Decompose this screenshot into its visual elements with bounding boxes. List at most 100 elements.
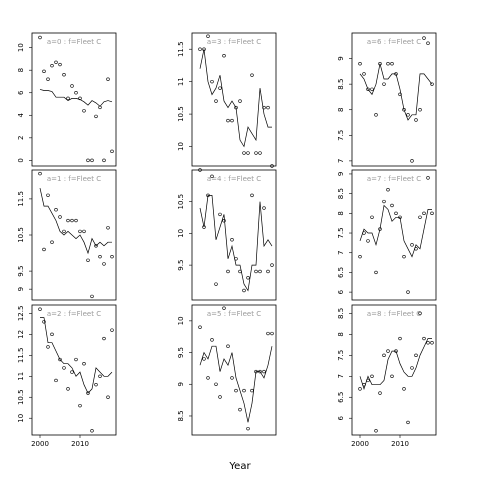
y-tick-label: 7 bbox=[337, 374, 345, 378]
point bbox=[390, 374, 394, 378]
point bbox=[202, 357, 206, 361]
panel-title: a=2 : f=Fleet C bbox=[47, 310, 101, 318]
y-tick-label: 9.5 bbox=[177, 260, 185, 271]
point bbox=[234, 388, 238, 393]
y-tick-label: 10 bbox=[177, 142, 185, 151]
point bbox=[226, 269, 230, 274]
point bbox=[378, 61, 382, 66]
point bbox=[250, 193, 254, 198]
y-tick-label: 6.5 bbox=[337, 267, 345, 278]
point bbox=[206, 193, 210, 198]
point bbox=[410, 366, 414, 370]
y-tick-label: 10 bbox=[177, 229, 185, 238]
point bbox=[218, 86, 222, 90]
panel-title: a=5 : f=Fleet C bbox=[207, 310, 261, 318]
fit-line bbox=[199, 345, 273, 423]
panel-title: a=6 : f=Fleet C bbox=[367, 38, 421, 46]
point bbox=[362, 72, 366, 76]
panel-title: a=3 : f=Fleet C bbox=[207, 38, 261, 46]
y-tick-label: 8.5 bbox=[337, 308, 345, 319]
point bbox=[242, 288, 246, 293]
x-tick-label: 2000 bbox=[351, 440, 369, 448]
point bbox=[94, 244, 98, 248]
point bbox=[254, 369, 258, 374]
y-tick-label: 6 bbox=[337, 289, 345, 294]
point bbox=[382, 353, 386, 358]
y-tick-label: 4 bbox=[17, 113, 25, 118]
point bbox=[210, 79, 214, 84]
y-tick-label: 8 bbox=[337, 211, 345, 215]
panel-frame bbox=[191, 169, 277, 301]
y-tick-label: 9 bbox=[337, 56, 345, 60]
y-tick-label: 12 bbox=[17, 330, 25, 339]
point bbox=[54, 378, 58, 383]
y-tick-label: 11 bbox=[17, 372, 25, 381]
panel-frame bbox=[351, 32, 437, 167]
point bbox=[102, 336, 106, 341]
y-tick-label: 0 bbox=[17, 158, 25, 162]
point bbox=[206, 34, 210, 38]
point bbox=[86, 391, 90, 395]
point bbox=[250, 73, 254, 77]
y-tick-label: 10 bbox=[17, 43, 25, 52]
point bbox=[422, 36, 426, 40]
point bbox=[418, 215, 422, 219]
point bbox=[86, 258, 90, 262]
point bbox=[98, 105, 102, 110]
point bbox=[406, 420, 410, 425]
y-tick-label: 8.5 bbox=[177, 410, 185, 421]
y-tick-label: 7 bbox=[337, 159, 345, 163]
point bbox=[110, 149, 114, 154]
x-axis-label: Year bbox=[228, 461, 251, 472]
point bbox=[70, 218, 74, 223]
point bbox=[266, 105, 270, 110]
point bbox=[42, 69, 46, 74]
point bbox=[222, 306, 226, 310]
point bbox=[258, 151, 262, 155]
point bbox=[78, 229, 82, 234]
point bbox=[58, 62, 62, 67]
y-tick-label: 9 bbox=[337, 172, 345, 176]
point bbox=[230, 376, 234, 380]
point bbox=[234, 105, 238, 110]
point bbox=[106, 395, 110, 399]
y-tick-label: 10 bbox=[177, 316, 185, 325]
point bbox=[358, 387, 362, 391]
point bbox=[62, 73, 66, 77]
point bbox=[402, 108, 406, 112]
point bbox=[378, 391, 382, 395]
y-tick-label: 8 bbox=[337, 107, 345, 111]
y-tick-label: 11 bbox=[177, 77, 185, 86]
point bbox=[366, 87, 370, 91]
x-tick-label: 2000 bbox=[31, 440, 49, 448]
point bbox=[426, 41, 430, 45]
point bbox=[418, 108, 422, 112]
point bbox=[214, 282, 218, 286]
point bbox=[226, 118, 230, 123]
point bbox=[214, 99, 218, 103]
point bbox=[78, 403, 82, 408]
point bbox=[430, 211, 434, 216]
fit-line bbox=[39, 188, 112, 255]
point bbox=[270, 263, 274, 267]
point bbox=[218, 212, 222, 217]
point bbox=[214, 382, 218, 386]
point bbox=[386, 187, 390, 192]
point bbox=[366, 378, 370, 383]
point bbox=[386, 349, 390, 353]
point bbox=[398, 215, 402, 219]
point bbox=[46, 345, 50, 349]
point bbox=[98, 254, 102, 259]
point bbox=[394, 211, 398, 216]
point bbox=[102, 262, 106, 266]
point bbox=[390, 61, 394, 66]
point bbox=[390, 203, 394, 208]
point bbox=[226, 344, 230, 348]
point bbox=[426, 176, 430, 180]
point bbox=[46, 77, 50, 81]
point bbox=[378, 227, 382, 231]
y-tick-label: 12.5 bbox=[17, 306, 25, 322]
point bbox=[398, 336, 402, 341]
y-tick-label: 7.5 bbox=[337, 227, 345, 238]
